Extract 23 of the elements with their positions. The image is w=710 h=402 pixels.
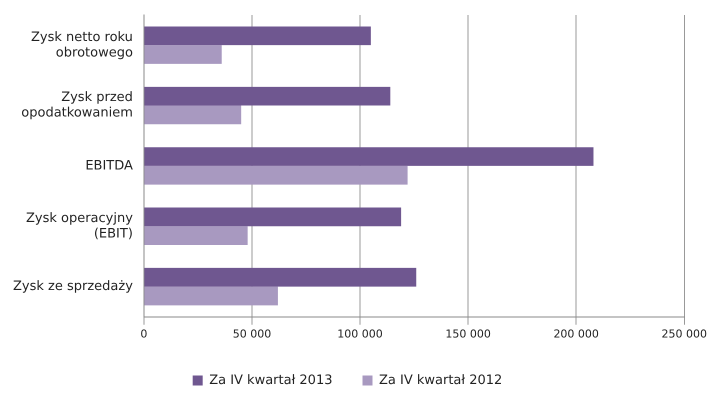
- y-tick-label: Zysk przed opodatkowaniem: [21, 90, 133, 121]
- y-tick-label: EBITDA: [85, 158, 134, 174]
- x-tick-label: 200 000: [553, 327, 599, 340]
- bar: [144, 45, 222, 64]
- bar: [144, 268, 416, 287]
- bar: [144, 86, 390, 106]
- bar: [144, 147, 594, 166]
- x-tick-label: 0: [140, 327, 148, 340]
- bar: [144, 226, 248, 245]
- y-tick-label: Zysk netto roku obrotowego: [30, 30, 133, 60]
- x-tick-label: 100 000: [337, 327, 383, 340]
- bar: [144, 286, 278, 306]
- y-tick-label: Zysk operacyjny (EBIT): [26, 210, 134, 242]
- bar: [144, 26, 371, 46]
- y-tick-label: Zysk ze sprzedaży: [12, 278, 134, 294]
- bar: [144, 106, 242, 124]
- legend-label: Za IV kwartał 2013: [209, 372, 333, 388]
- x-tick-label: 50 000: [232, 327, 272, 340]
- bar: [144, 166, 408, 185]
- bar: [144, 208, 402, 226]
- legend-label: Za IV kwartał 2012: [379, 372, 502, 388]
- x-tick-label: 250 000: [662, 327, 708, 340]
- x-tick-label: 150 000: [445, 327, 491, 340]
